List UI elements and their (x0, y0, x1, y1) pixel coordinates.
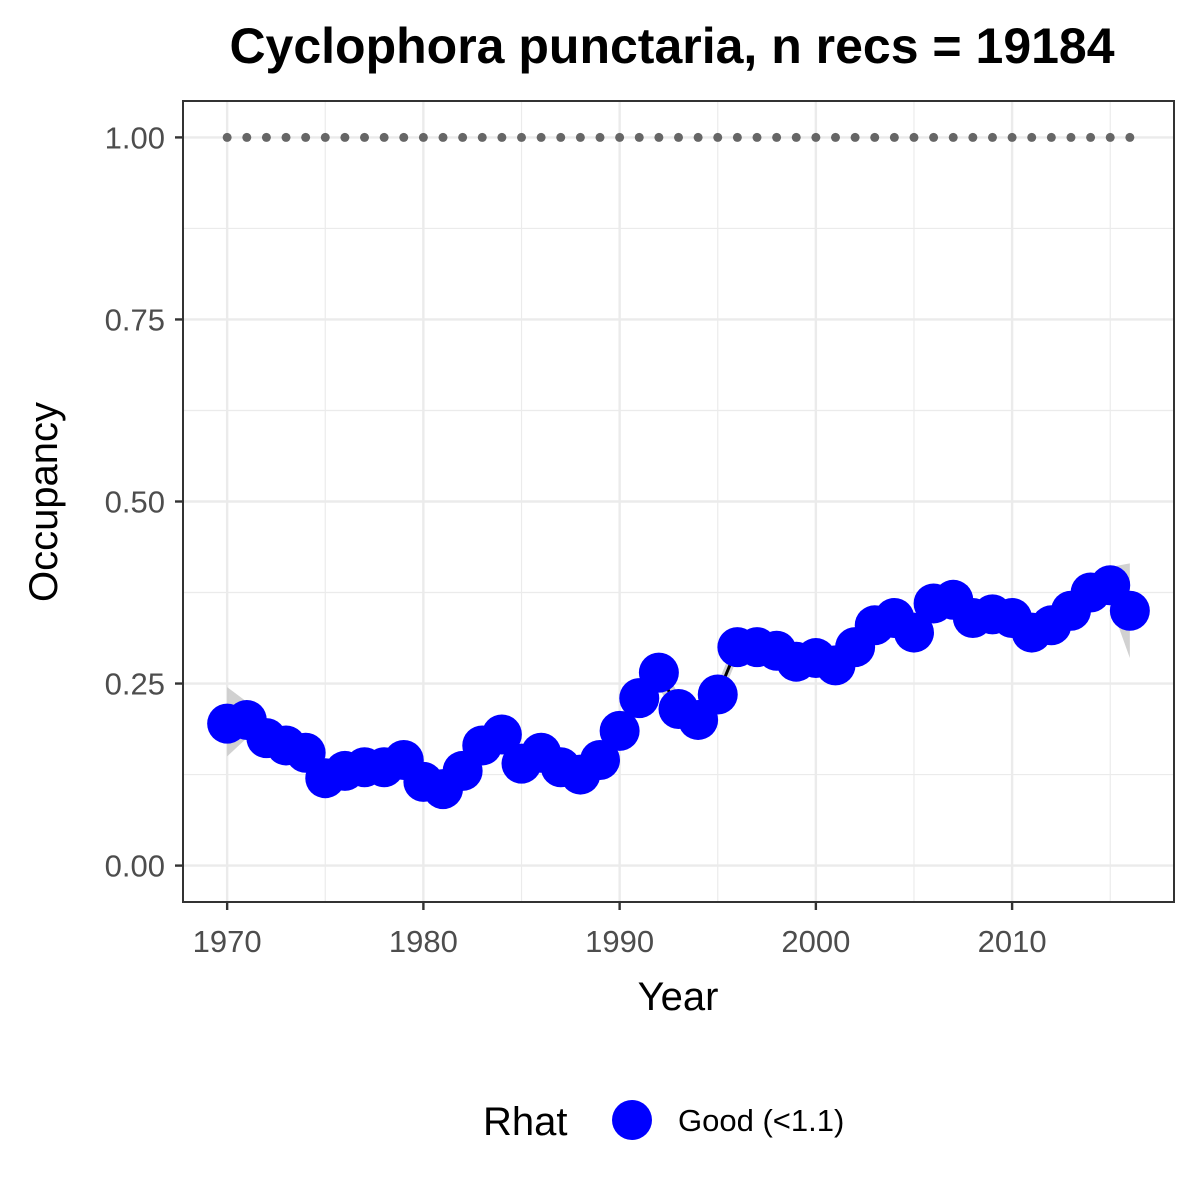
reference-dot (320, 132, 330, 142)
reference-dot (340, 132, 350, 142)
x-tick-label: 1980 (389, 924, 458, 959)
reference-dot (1086, 132, 1096, 142)
reference-dot (634, 132, 644, 142)
reference-dot (987, 132, 997, 142)
y-tick-label: 0.75 (105, 302, 165, 337)
reference-dot (772, 132, 782, 142)
data-point (1109, 590, 1150, 631)
reference-dot (968, 132, 978, 142)
data-point (638, 652, 679, 693)
reference-dot (693, 132, 703, 142)
reference-dot (517, 132, 527, 142)
reference-dot (458, 132, 468, 142)
reference-dot (752, 132, 762, 142)
data-point (893, 612, 934, 653)
reference-dot (909, 132, 919, 142)
reference-dot (556, 132, 566, 142)
legend-label-good: Good (<1.1) (678, 1103, 844, 1138)
reference-dot (674, 132, 683, 142)
y-tick-label: 0.00 (105, 849, 165, 884)
y-tick-label: 0.25 (105, 667, 165, 702)
reference-dot (850, 132, 860, 142)
reference-dot (281, 132, 291, 142)
reference-dot (870, 132, 880, 142)
reference-dot (1046, 132, 1056, 142)
reference-dot (261, 132, 271, 142)
reference-dot (418, 132, 428, 142)
data-point (599, 710, 640, 751)
reference-dot (615, 132, 625, 142)
reference-dot (536, 132, 546, 142)
reference-dot (222, 132, 232, 142)
reference-dot (1027, 132, 1037, 142)
reference-dot (1066, 132, 1076, 142)
reference-dot (1105, 132, 1115, 142)
x-tick-label: 1970 (193, 924, 262, 959)
reference-dot (948, 132, 958, 142)
reference-dot (713, 132, 723, 142)
reference-dot (242, 132, 252, 142)
x-tick-label: 2010 (978, 924, 1047, 959)
reference-dot (399, 132, 409, 142)
reference-dot (1125, 132, 1135, 142)
reference-dot (575, 132, 585, 142)
reference-dot (360, 132, 370, 142)
reference-dot (379, 132, 389, 142)
legend-title: Rhat (483, 1100, 568, 1144)
reference-dot (732, 132, 742, 142)
reference-dot (889, 132, 899, 142)
reference-dot (497, 132, 507, 142)
reference-dot (811, 132, 821, 142)
reference-dot (654, 132, 664, 142)
legend-point-key (612, 1100, 652, 1140)
x-axis-ticks: 1970 1980 1990 2000 2010 (193, 902, 1047, 959)
y-axis-ticks: 0.00 0.25 0.50 0.75 1.00 (105, 120, 183, 884)
reference-dot (830, 132, 840, 142)
reference-dot (791, 132, 801, 142)
data-point (481, 714, 522, 755)
reference-dot (301, 132, 311, 142)
reference-dot (595, 132, 605, 142)
chart-title: Cyclophora punctaria, n recs = 19184 (229, 18, 1114, 74)
x-axis-title: Year (638, 975, 719, 1019)
y-axis-title: Occupancy (22, 402, 66, 602)
reference-dot (477, 132, 487, 142)
reference-dot (1007, 132, 1017, 142)
legend: Rhat Good (<1.1) (483, 1100, 844, 1144)
x-tick-label: 2000 (781, 924, 850, 959)
reference-dot (438, 132, 448, 142)
y-tick-label: 0.50 (105, 485, 165, 520)
reference-dot (929, 132, 939, 142)
data-points (207, 565, 1150, 810)
data-point (697, 674, 738, 715)
y-tick-label: 1.00 (105, 120, 165, 155)
data-point (580, 740, 621, 781)
x-tick-label: 1990 (585, 924, 654, 959)
